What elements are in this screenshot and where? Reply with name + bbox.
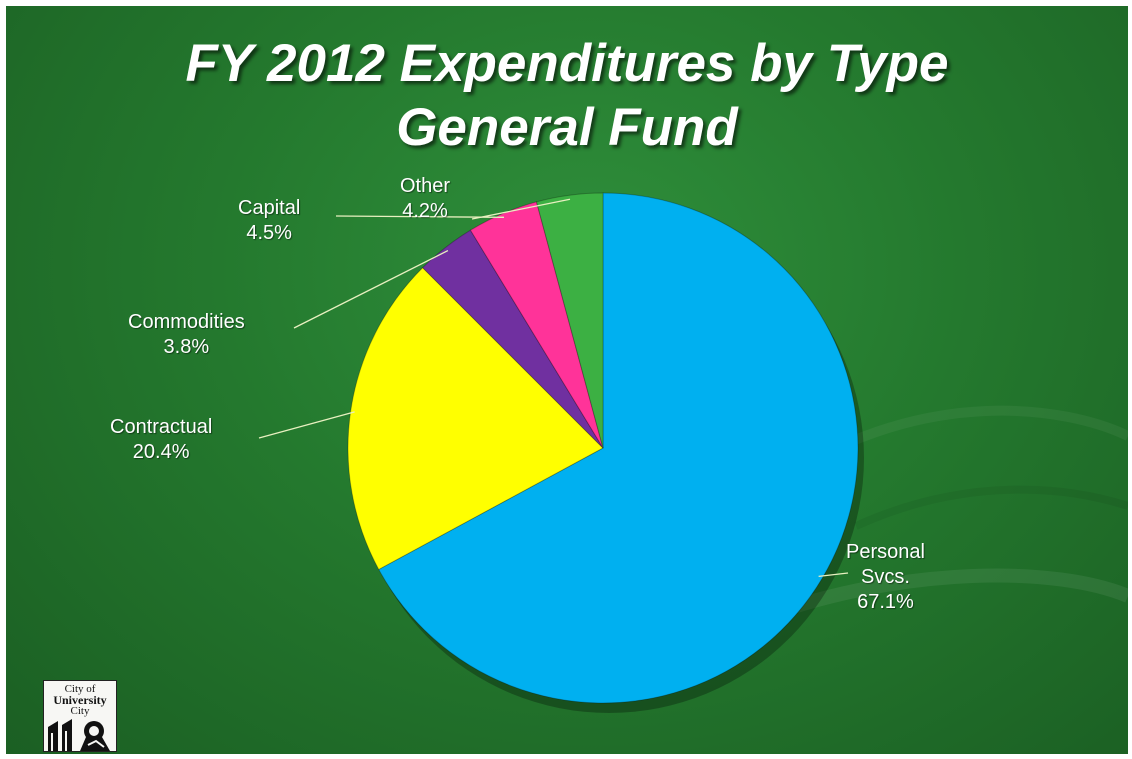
logo-line-2: University (53, 693, 107, 707)
slice-value-capital: 4.5% (246, 222, 292, 244)
leader-line-personal-svcs (818, 572, 849, 578)
lion-seal-icon (48, 719, 110, 751)
slice-label-contractual: Contractual 20.4% (110, 415, 212, 465)
logo-line-1: City of (64, 683, 96, 695)
city-logo: City of University City (43, 680, 117, 752)
slice-value-commodities: 3.8% (163, 336, 210, 358)
pie-chart (258, 192, 864, 713)
leader-line-capital (335, 215, 505, 218)
slice-label-capital-line1: Capital (238, 197, 301, 219)
slice-label-other-line1: Other (400, 175, 451, 197)
title-line-2: General Fund (396, 98, 738, 157)
slice-label-capital: Capital 4.5% (238, 196, 300, 246)
title-line-1: FY 2012 Expenditures by Type (185, 34, 949, 93)
slice-value-contractual: 20.4% (132, 441, 190, 463)
slice-label-personal-svcs-line1: Personal (846, 541, 925, 563)
pie-slice-personal-svcs (378, 192, 859, 704)
slide: FY 2012 Expenditures by Type General Fun… (6, 6, 1128, 754)
leader-line-contractual (258, 411, 355, 439)
pie-slice-other (535, 192, 604, 449)
slide-title: FY 2012 Expenditures by Type General Fun… (6, 32, 1128, 160)
pie-slice-capital (469, 201, 604, 449)
slice-label-other: Other 4.2% (400, 174, 450, 224)
slice-label-contractual-line1: Contractual (110, 416, 213, 438)
slice-label-commodities: Commodities 3.8% (128, 310, 245, 360)
leader-line-other (471, 198, 571, 220)
pie-slice-contractual (347, 266, 604, 571)
slice-value-other: 4.2% (402, 200, 448, 222)
slice-label-commodities-line1: Commodities (128, 311, 245, 333)
slice-value-personal-svcs: 67.1% (857, 591, 914, 613)
leader-line-commodities (293, 250, 449, 329)
logo-line-3: City (70, 705, 90, 717)
pie-slice-commodities (421, 229, 604, 449)
slice-label-personal-svcs: Personal Svcs. 67.1% (846, 540, 925, 615)
slice-label-personal-svcs-line2: Svcs. (861, 566, 910, 588)
